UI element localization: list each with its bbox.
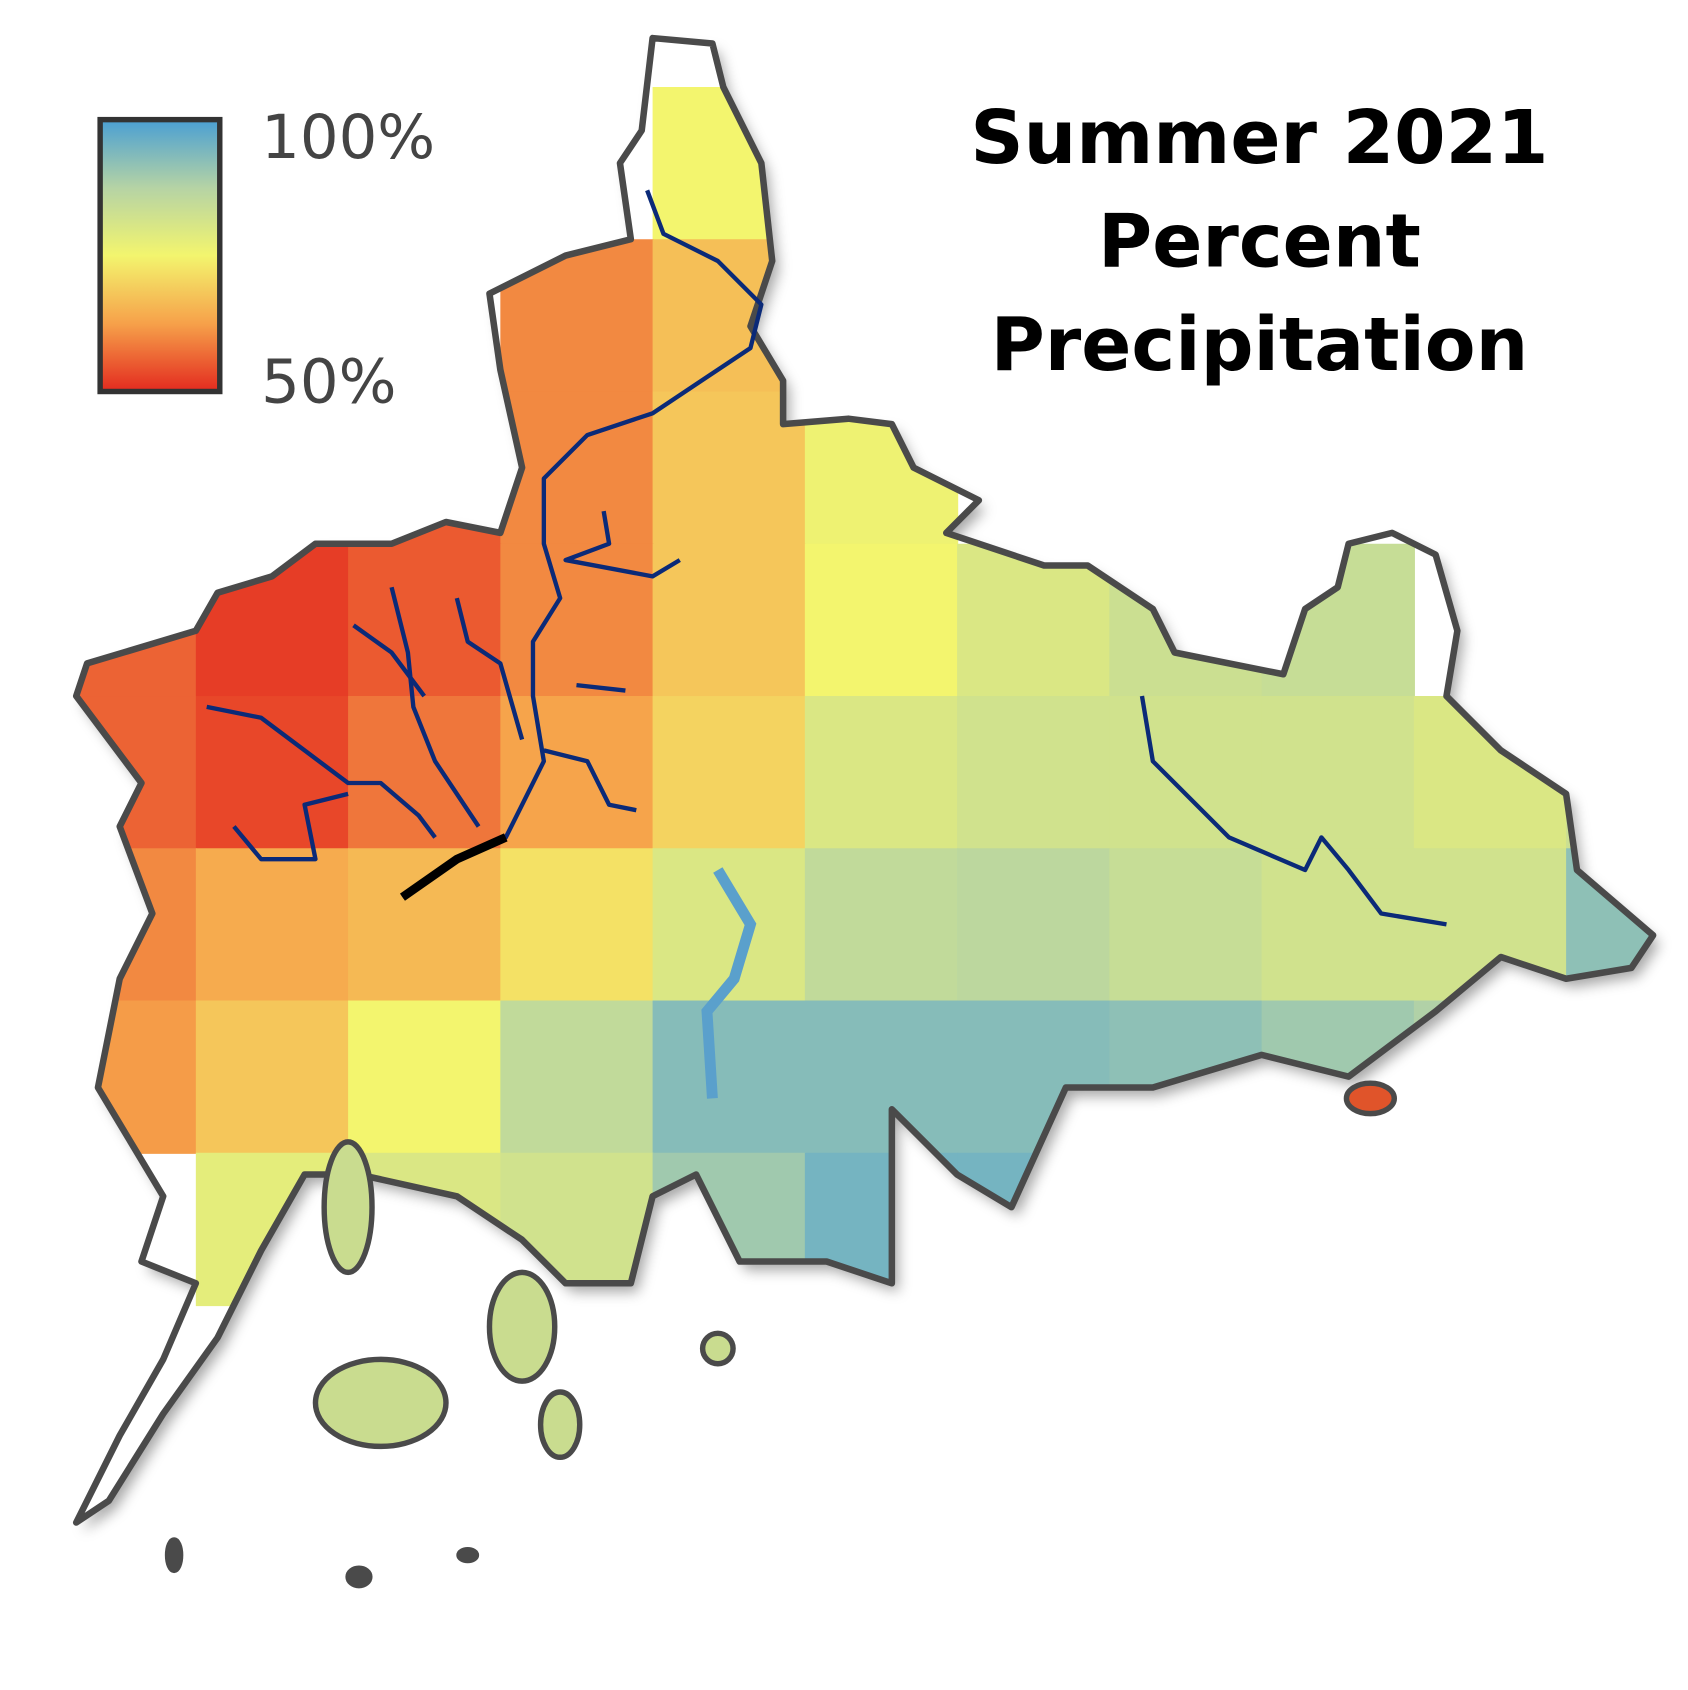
grid-cell: [1261, 848, 1415, 1002]
grid-cell: [1413, 696, 1568, 850]
grid-cell: [348, 848, 502, 1002]
grid-cell: [804, 848, 959, 1002]
grid-cell: [500, 696, 654, 850]
grid-cell: [76, 543, 197, 698]
grid-cell: [1413, 1000, 1568, 1154]
grid-cell: [500, 543, 654, 698]
grid-cell: [804, 543, 959, 698]
grid-cell: [500, 848, 654, 1002]
legend-min: 50%: [261, 347, 396, 418]
grid-cell: [652, 239, 806, 393]
grid-cell: [957, 1152, 1111, 1307]
grid-cell: [804, 391, 959, 545]
grid-cell: [500, 391, 654, 545]
legend-max: 100%: [261, 102, 435, 173]
title-line: Precipitation: [991, 302, 1529, 388]
colorbar: [97, 116, 223, 395]
grid-cell: [500, 239, 654, 393]
grid-cell: [957, 696, 1111, 850]
grid-cell: [348, 543, 502, 698]
grid-cell: [195, 696, 350, 850]
grid-cell: [804, 1000, 959, 1154]
grid-cell: [652, 1152, 806, 1307]
grid-cell: [957, 848, 1111, 1002]
grid-cell: [1109, 696, 1263, 850]
grid-cell: [500, 1000, 654, 1154]
islands: [164, 1080, 1398, 1589]
lake: [701, 867, 757, 1099]
grid-cell: [195, 1000, 350, 1154]
grid-cell: [348, 1000, 502, 1154]
grid-cell: [195, 848, 350, 1002]
grid-cell: [652, 543, 806, 698]
title-line: Percent: [1098, 198, 1421, 284]
grid-cell: [652, 696, 806, 850]
grid-cell: [1261, 696, 1415, 850]
grid-cell: [804, 696, 959, 850]
grid-cell: [195, 543, 350, 698]
grid-cell: [1109, 543, 1263, 698]
grid-cell: [1566, 696, 1654, 850]
grid-cell: [652, 1000, 806, 1154]
grid-cell: [652, 848, 806, 1002]
main-river: [399, 833, 508, 901]
grid-cell: [957, 1000, 1111, 1154]
grid: [76, 87, 1654, 1307]
rivers: [206, 189, 1447, 927]
title-line: Summer 2021: [970, 95, 1548, 181]
grid-cell: [1109, 848, 1263, 1002]
grid-cell: [652, 87, 806, 241]
grid-cell: [957, 543, 1111, 698]
